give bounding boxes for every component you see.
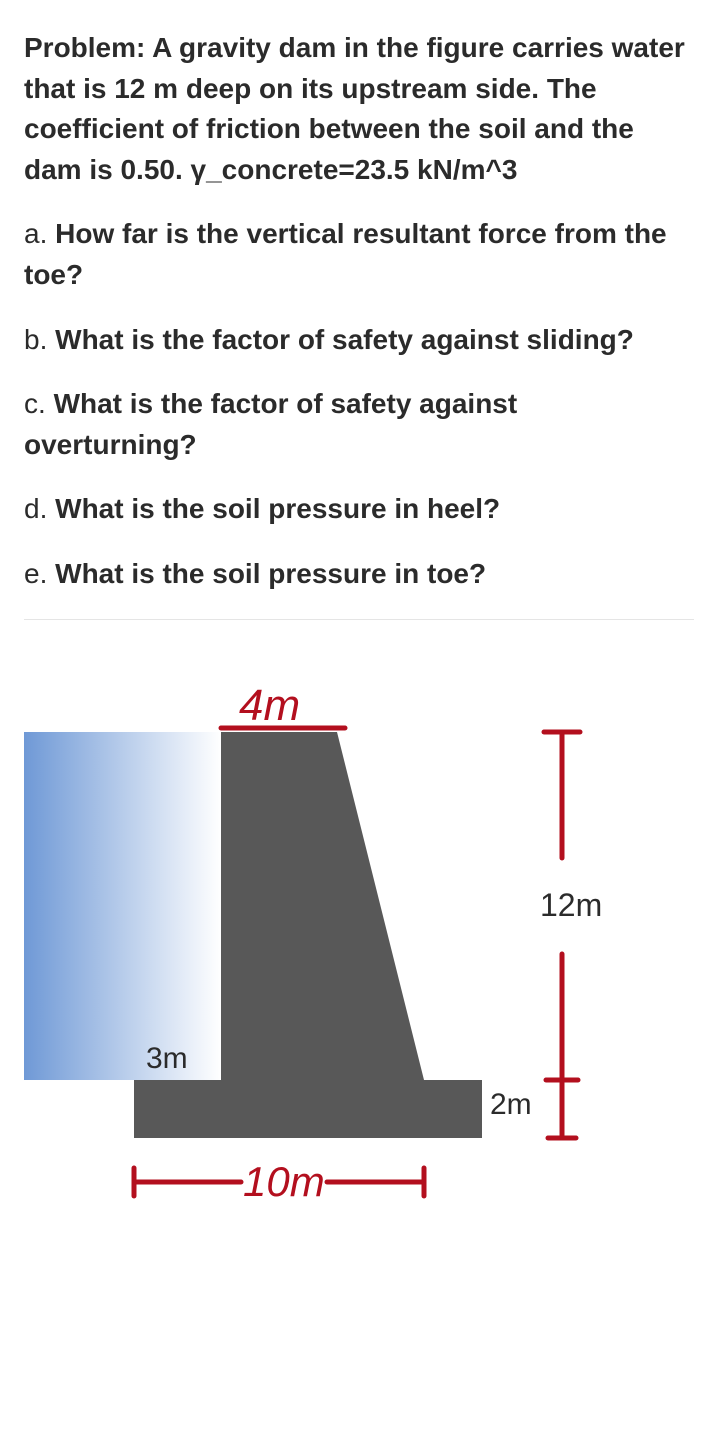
question-e: e. What is the soil pressure in toe? xyxy=(24,554,694,595)
svg-text:12m: 12m xyxy=(540,887,602,923)
problem-intro: Problem: A gravity dam in the figure car… xyxy=(24,28,694,190)
q-b-text: What is the factor of safety against sli… xyxy=(55,324,634,355)
svg-text:3m: 3m xyxy=(146,1042,188,1075)
dam-figure: 4m 3m 12m 2m 10m xyxy=(24,648,694,1208)
svg-text:4m: 4m xyxy=(239,681,300,730)
q-d-prefix: d. xyxy=(24,493,55,524)
question-d: d. What is the soil pressure in heel? xyxy=(24,489,694,530)
q-c-text: What is the factor of safety against ove… xyxy=(24,388,517,460)
q-a-text: How far is the vertical resultant force … xyxy=(24,218,667,290)
svg-text:10m: 10m xyxy=(243,1158,325,1205)
separator xyxy=(24,619,694,620)
problem-prefix: Problem: xyxy=(24,32,152,63)
q-b-prefix: b. xyxy=(24,324,55,355)
q-e-prefix: e. xyxy=(24,558,55,589)
question-a: a. How far is the vertical resultant for… xyxy=(24,214,694,295)
question-b: b. What is the factor of safety against … xyxy=(24,320,694,361)
q-d-text: What is the soil pressure in heel? xyxy=(55,493,500,524)
question-c: c. What is the factor of safety against … xyxy=(24,384,694,465)
q-e-text: What is the soil pressure in toe? xyxy=(55,558,486,589)
q-c-prefix: c. xyxy=(24,388,54,419)
svg-text:2m: 2m xyxy=(490,1088,532,1121)
water-body xyxy=(24,732,221,1080)
q-a-prefix: a. xyxy=(24,218,55,249)
